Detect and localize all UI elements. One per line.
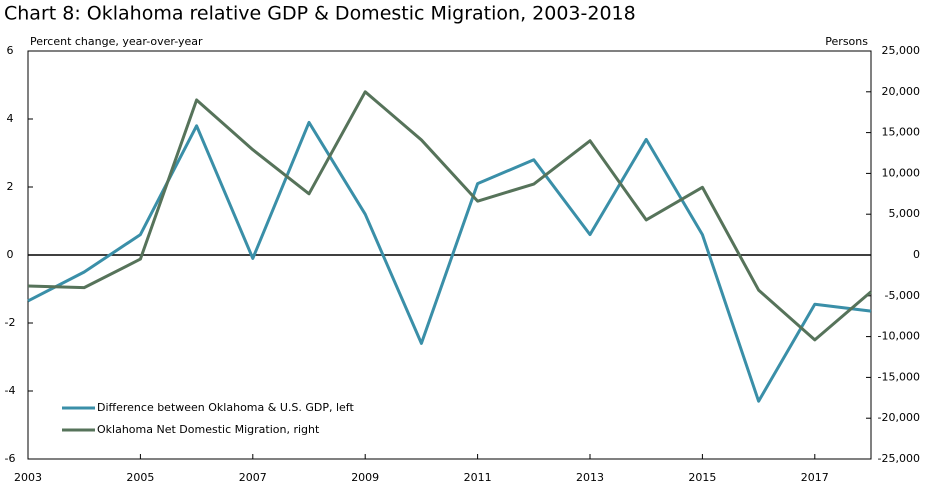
x-tick-label: 2011 — [464, 471, 492, 484]
legend-label: Oklahoma Net Domestic Migration, right — [97, 423, 320, 436]
y2-axis-label: Persons — [825, 35, 868, 48]
x-tick-label: 2005 — [126, 471, 154, 484]
y2-tick-label: 10,000 — [882, 166, 921, 179]
y-tick-label: -4 — [5, 384, 16, 397]
y2-tick-label: -25,000 — [878, 452, 920, 465]
x-tick-label: 2009 — [351, 471, 379, 484]
x-tick-label: 2013 — [576, 471, 604, 484]
series-line — [27, 90, 872, 342]
chart-title: Chart 8: Oklahoma relative GDP & Domesti… — [4, 3, 636, 25]
y2-tick-label: 25,000 — [882, 44, 921, 57]
y2-tick-label: -10,000 — [878, 330, 920, 343]
y-tick-label: 2 — [7, 180, 14, 193]
y-tick-label: 6 — [7, 44, 14, 57]
y-tick-label: 4 — [7, 112, 14, 125]
y2-tick-label: -20,000 — [878, 411, 920, 424]
x-tick-label: 2003 — [14, 471, 42, 484]
y2-tick-label: 20,000 — [882, 85, 921, 98]
x-tick-label: 2017 — [801, 471, 829, 484]
y-axis-label: Percent change, year-over-year — [30, 35, 203, 48]
y2-tick-label: 0 — [913, 248, 920, 261]
y2-tick-label: -15,000 — [878, 370, 920, 383]
x-tick-label: 2015 — [688, 471, 716, 484]
legend-label: Difference between Oklahoma & U.S. GDP, … — [97, 401, 354, 414]
y-tick-label: -6 — [5, 452, 16, 465]
y2-tick-label: 5,000 — [889, 207, 921, 220]
y-tick-label: 0 — [7, 248, 14, 261]
y2-tick-label: -5,000 — [885, 289, 920, 302]
y2-tick-label: 15,000 — [882, 126, 921, 139]
x-tick-label: 2007 — [239, 471, 267, 484]
y-tick-label: -2 — [5, 316, 16, 329]
